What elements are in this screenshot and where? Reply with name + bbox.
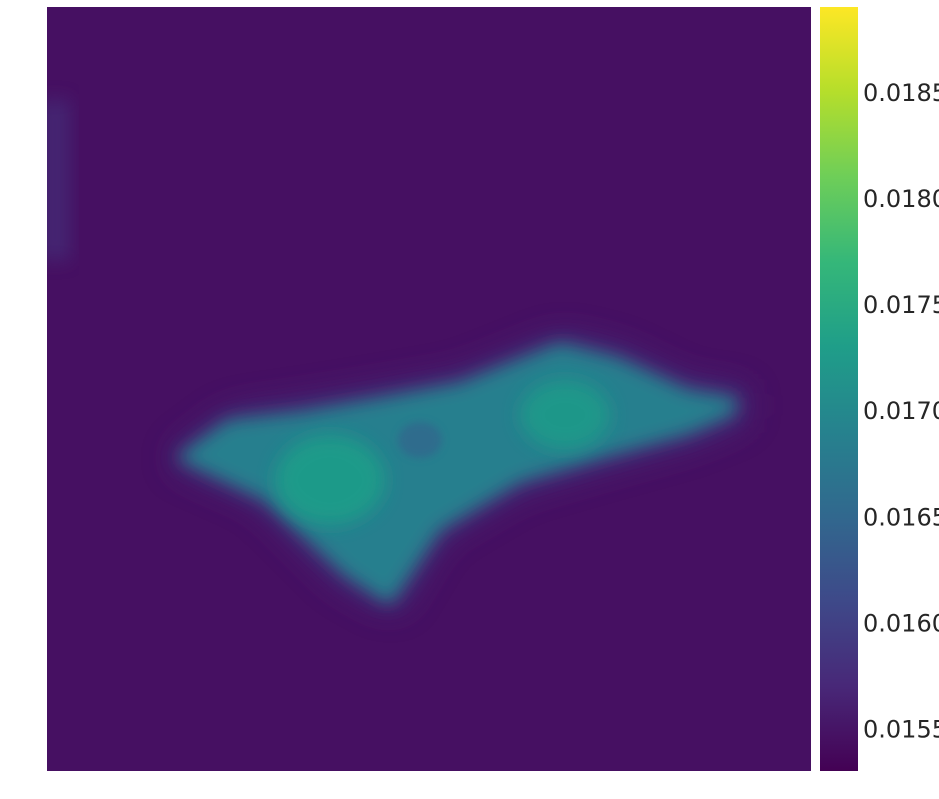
heatmap-panel (47, 7, 811, 771)
heatmap-edge-glow (47, 100, 70, 260)
colorbar-tick-label: 0.0155 (863, 716, 939, 744)
colorbar-gradient (820, 7, 858, 771)
colorbar-tick-label: 0.0170 (863, 397, 939, 425)
heatmap-feature-core-left (275, 435, 385, 525)
colorbar: 0.0155 0.0160 0.0165 0.0170 0.0175 0.0180 0.01… (820, 7, 939, 771)
heatmap-feature-core-right (520, 380, 610, 450)
colorbar-tick-label: 0.0175 (863, 291, 939, 319)
colorbar-tick-label: 0.0160 (863, 609, 939, 637)
colorbar-tick-label: 0.0165 (863, 503, 939, 531)
colorbar-ticks: 0.0155 0.0160 0.0165 0.0170 0.0175 0.0180 0.01… (863, 79, 939, 744)
colorbar-tick-label: 0.0185 (863, 79, 939, 107)
heatmap-feature-dark-spot (398, 422, 442, 458)
colorbar-tick-label: 0.0180 (863, 185, 939, 213)
